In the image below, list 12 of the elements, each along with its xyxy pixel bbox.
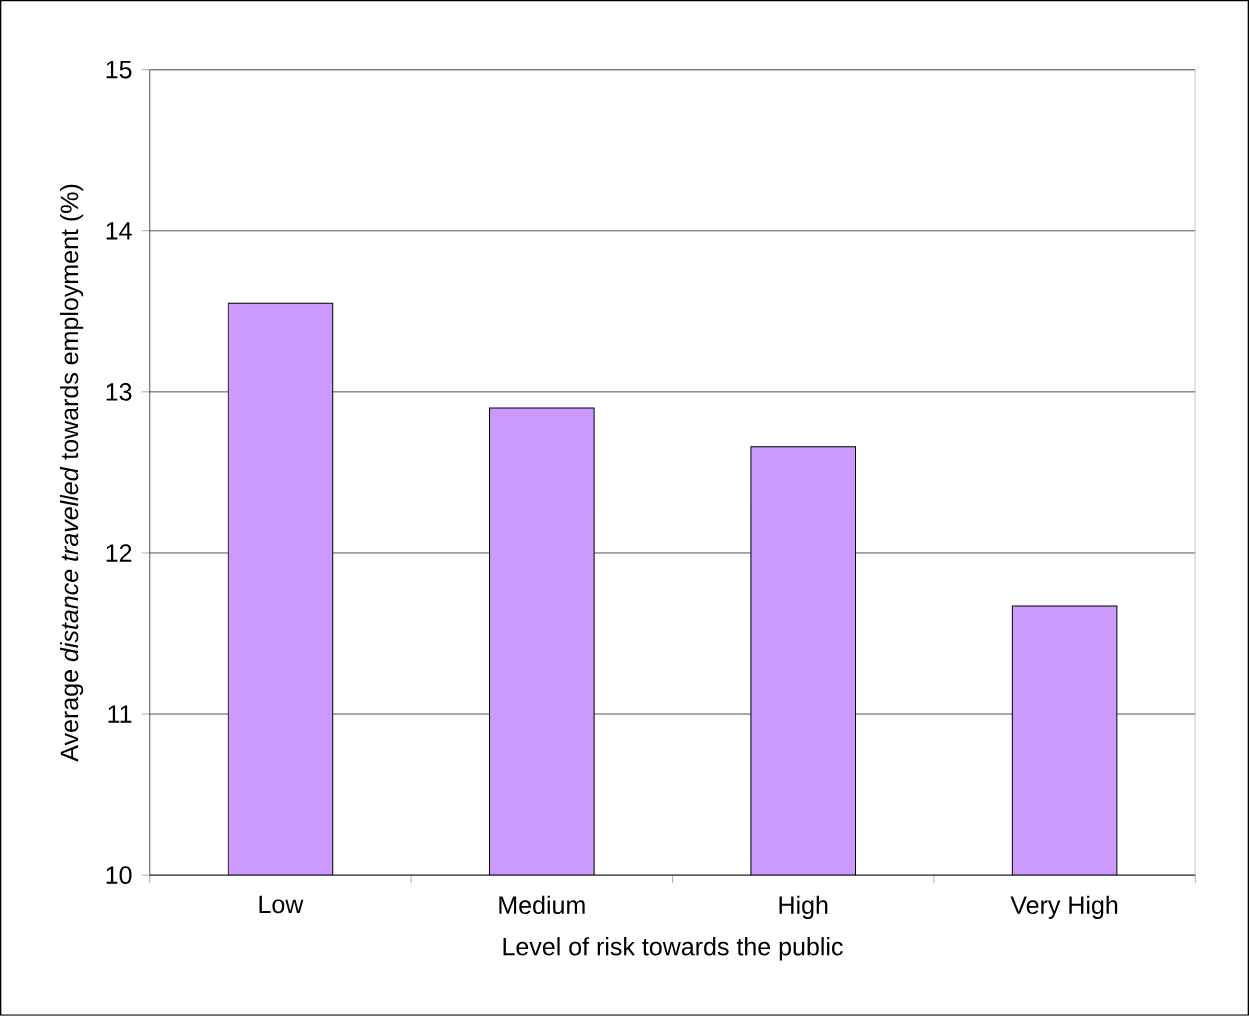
y-tick-label: 14	[106, 222, 132, 240]
x-tick-label: High	[779, 895, 828, 920]
x-tick-label: Very High	[1010, 895, 1118, 920]
y-tick-label: 12	[106, 544, 132, 562]
x-axis-title: Level of risk towards the public	[503, 937, 843, 961]
y-tick-label: 15	[106, 61, 132, 79]
y-axis-title: Average distance travelled towards employment (%)	[59, 184, 84, 762]
y-tick-label: 11	[108, 705, 132, 723]
x-tick-label: Low	[259, 895, 304, 914]
y-tick-label: 13	[106, 383, 132, 401]
y-tick-label: 10	[106, 866, 132, 885]
x-tick-label: Medium	[499, 895, 585, 915]
